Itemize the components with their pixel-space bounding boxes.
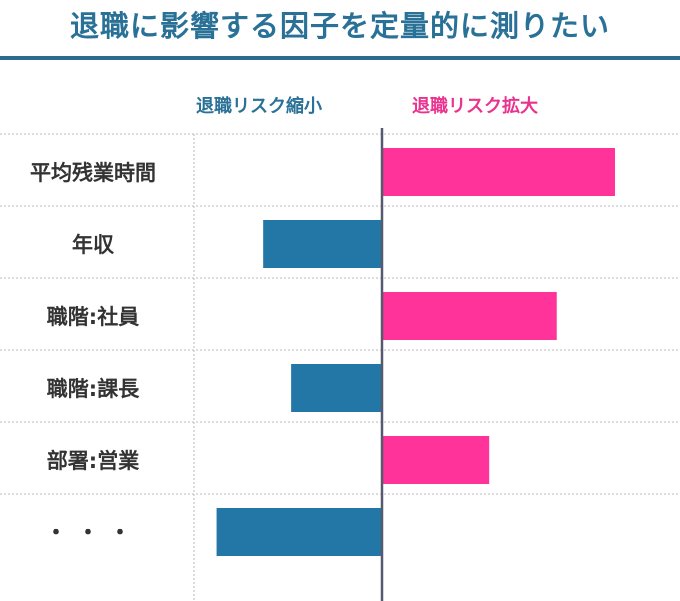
category-label-2: 職階:社員 xyxy=(47,305,139,329)
category-label-4: 部署:営業 xyxy=(47,449,140,473)
bar-2 xyxy=(382,292,557,340)
category-label-0: 平均残業時間 xyxy=(30,161,156,185)
bars xyxy=(216,148,615,556)
category-label-1: 年収 xyxy=(72,233,115,257)
bar-0 xyxy=(382,148,615,196)
bar-4 xyxy=(382,436,490,484)
legend-increase-risk: 退職リスク拡大 xyxy=(412,96,538,117)
bar-1 xyxy=(263,220,382,268)
legend-decrease-risk: 退職リスク縮小 xyxy=(196,96,322,117)
bar-3 xyxy=(291,364,382,412)
bar-5 xyxy=(216,508,382,556)
grid-lines xyxy=(0,133,680,601)
category-label-3: 職階:課長 xyxy=(47,377,140,401)
title-underline xyxy=(0,56,680,60)
chart-title: 退職に影響する因子を定量的に測りたい xyxy=(69,9,610,43)
category-label-5: ・・・ xyxy=(45,521,141,546)
